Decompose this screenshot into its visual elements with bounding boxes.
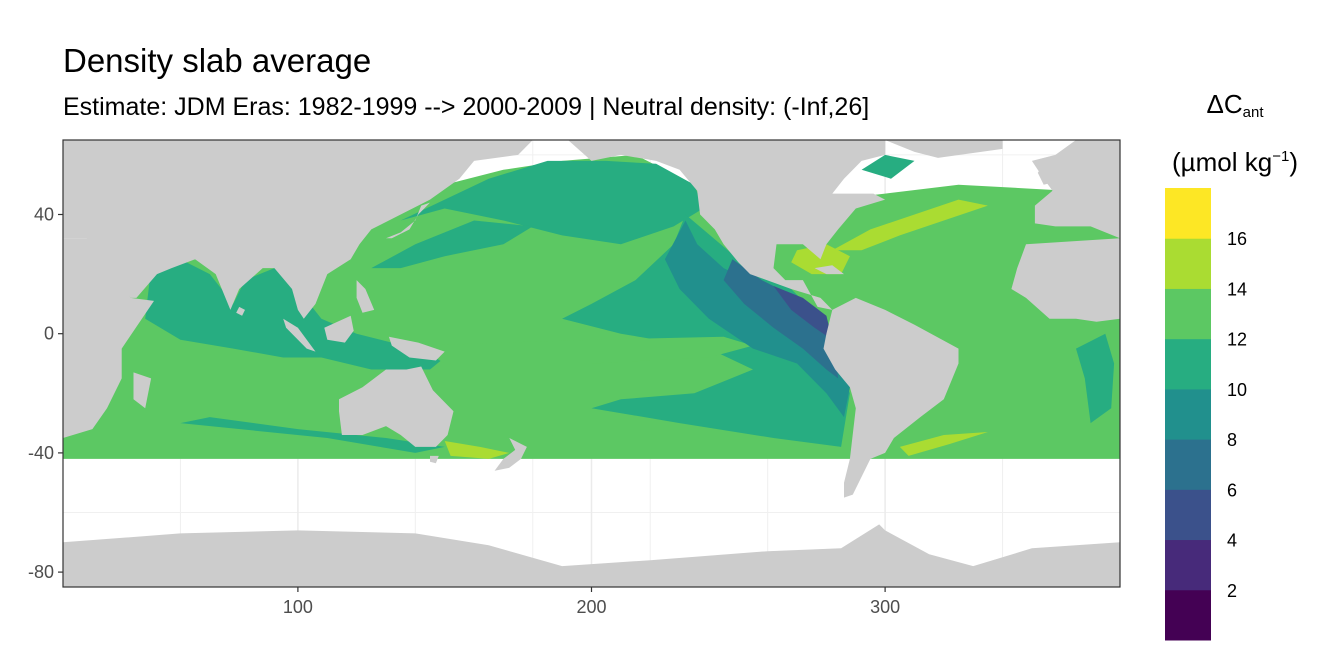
legend-title-symbol: ΔC	[1206, 89, 1243, 119]
south-indian-10-12	[180, 417, 445, 453]
legend-swatch	[1165, 188, 1211, 239]
legend-break-label: 14	[1227, 279, 1247, 299]
south-atlantic-14-16	[899, 432, 988, 456]
legend-break-label: 4	[1227, 531, 1237, 551]
legend-swatch	[1165, 338, 1211, 390]
land-south-america	[823, 297, 959, 498]
legend-unit-prefix: (µmol kg	[1172, 147, 1273, 177]
land-uk	[1037, 160, 1056, 185]
land-borneo	[324, 315, 354, 343]
chart-subtitle: Estimate: JDM Eras: 1982-1999 --> 2000-2…	[63, 93, 870, 121]
map-panel	[62, 139, 1121, 588]
land-cuba	[814, 265, 844, 275]
legend-swatch	[1165, 288, 1211, 340]
legend: 2 4 6 8 10 12 14 16	[1165, 188, 1247, 641]
land-west-africa	[1011, 238, 1120, 322]
x-tick-label: 200	[576, 597, 606, 617]
legend-break-label: 12	[1227, 330, 1247, 350]
north-atlantic-14-16	[832, 199, 988, 251]
land-madagascar	[133, 372, 152, 409]
legend-title-subscript: ant	[1242, 104, 1264, 121]
x-tick-label: 300	[870, 597, 900, 617]
legend-break-label: 8	[1227, 430, 1237, 450]
land-tasmania	[430, 455, 439, 464]
arabian-bengal-10-12	[145, 259, 445, 370]
benguela-10-12	[1076, 333, 1115, 424]
legend-break-label: 10	[1227, 380, 1247, 400]
y-tick-label: -80	[28, 562, 54, 582]
land	[63, 140, 1120, 587]
equatorial-tongue-12-14	[415, 336, 753, 364]
legend-break-label: 2	[1227, 581, 1237, 601]
legend-swatch	[1165, 489, 1211, 541]
chart-title: Density slab average	[63, 42, 372, 79]
legend-swatch	[1165, 238, 1211, 289]
land-newguinea	[388, 336, 445, 361]
land-sumatra	[283, 318, 316, 352]
legend-swatch	[1165, 539, 1211, 591]
eastern-pacific-8-10	[664, 220, 850, 418]
legend-title: ΔCant (µmol kg−1)	[1150, 82, 1320, 184]
y-tick-label: 40	[34, 205, 54, 225]
eastern-pacific-10-12	[562, 214, 850, 447]
land-greenland	[885, 140, 1003, 158]
eastern-pacific-4-6	[773, 286, 833, 340]
land-north-america	[568, 140, 886, 310]
legend-swatch	[1165, 439, 1211, 490]
legend-swatch	[1165, 388, 1211, 440]
y-tick-label: -40	[28, 443, 54, 463]
land-antarctica	[63, 524, 1120, 587]
land-eurasia	[63, 140, 533, 319]
kuroshio-10-12	[371, 220, 533, 269]
legend-break-label: 6	[1227, 480, 1237, 500]
land-japan	[386, 202, 430, 239]
x-tick-label: 100	[283, 597, 313, 617]
legend-break-label: 16	[1227, 229, 1247, 249]
eastern-pacific-6-8	[723, 259, 839, 379]
legend-unit-suffix: )	[1289, 147, 1298, 177]
y-tick-label: 0	[44, 324, 54, 344]
caribbean-14-16	[791, 244, 850, 275]
land-newzealand	[494, 438, 527, 471]
tasman-14-16	[444, 441, 510, 459]
north-pacific-10-12	[400, 160, 704, 245]
legend-swatch	[1165, 589, 1211, 641]
land-europe	[1002, 140, 1120, 239]
land-philippines	[356, 280, 375, 313]
land-australia	[339, 366, 454, 447]
land-africa	[63, 238, 154, 438]
land-india-sri	[236, 306, 245, 316]
labrador-10-12	[861, 154, 915, 179]
legend-unit-exponent: −1	[1272, 148, 1290, 165]
